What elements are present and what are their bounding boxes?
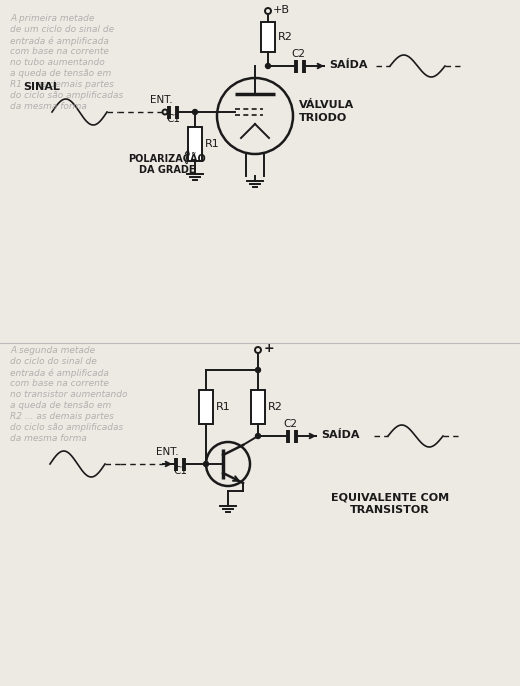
- Text: a queda de tensão em: a queda de tensão em: [10, 69, 111, 78]
- Text: +B: +B: [273, 5, 290, 15]
- Text: com base na corrente: com base na corrente: [10, 379, 109, 388]
- Circle shape: [192, 110, 198, 115]
- Text: EQUIVALENTE COM: EQUIVALENTE COM: [331, 493, 449, 503]
- Text: R2 ... as demais partes: R2 ... as demais partes: [10, 412, 114, 421]
- Text: SINAL: SINAL: [23, 82, 60, 92]
- Text: TRANSISTOR: TRANSISTOR: [350, 505, 430, 515]
- Text: A primeira metade: A primeira metade: [10, 14, 94, 23]
- Text: C1: C1: [166, 114, 180, 124]
- Circle shape: [255, 368, 261, 372]
- Text: DA GRADE: DA GRADE: [139, 165, 195, 175]
- Text: POLARIZAÇÃO: POLARIZAÇÃO: [128, 152, 206, 164]
- Text: ENT.: ENT.: [150, 95, 172, 105]
- Text: SAÍDA: SAÍDA: [321, 430, 359, 440]
- Text: R1: R1: [205, 139, 220, 149]
- Text: C2: C2: [291, 49, 305, 59]
- Circle shape: [203, 462, 209, 466]
- Text: +: +: [264, 342, 275, 355]
- Text: do ciclo são amplificadas: do ciclo são amplificadas: [10, 91, 123, 100]
- Text: com base na corrente: com base na corrente: [10, 47, 109, 56]
- Text: R2: R2: [268, 402, 283, 412]
- Text: da mesma forma: da mesma forma: [10, 102, 87, 111]
- Bar: [199, 390, 213, 424]
- Text: R2: R2: [278, 32, 293, 42]
- Text: no tubo aumentando: no tubo aumentando: [10, 58, 105, 67]
- Text: entrada é amplificada: entrada é amplificada: [10, 36, 109, 45]
- Text: da mesma forma: da mesma forma: [10, 434, 87, 443]
- Text: R1 ... as demais partes: R1 ... as demais partes: [10, 80, 114, 89]
- Text: de um ciclo do sinal de: de um ciclo do sinal de: [10, 25, 114, 34]
- Text: ENT.: ENT.: [155, 447, 178, 457]
- Bar: [251, 390, 265, 424]
- Bar: [188, 127, 202, 161]
- Text: VÁLVULA: VÁLVULA: [299, 100, 354, 110]
- Bar: [261, 22, 275, 52]
- Text: do ciclo são amplificadas: do ciclo são amplificadas: [10, 423, 123, 432]
- Circle shape: [266, 64, 270, 69]
- Text: entrada é amplificada: entrada é amplificada: [10, 368, 109, 377]
- Text: R1: R1: [216, 402, 231, 412]
- Text: no transistor aumentando: no transistor aumentando: [10, 390, 127, 399]
- Text: do ciclo do sinal de: do ciclo do sinal de: [10, 357, 97, 366]
- Text: SAÍDA: SAÍDA: [329, 60, 368, 70]
- Text: TRIODO: TRIODO: [299, 113, 347, 123]
- Text: C1: C1: [173, 466, 187, 476]
- Text: a queda de tensão em: a queda de tensão em: [10, 401, 111, 410]
- Text: C2: C2: [283, 419, 297, 429]
- Text: A segunda metade: A segunda metade: [10, 346, 95, 355]
- Circle shape: [255, 434, 261, 438]
